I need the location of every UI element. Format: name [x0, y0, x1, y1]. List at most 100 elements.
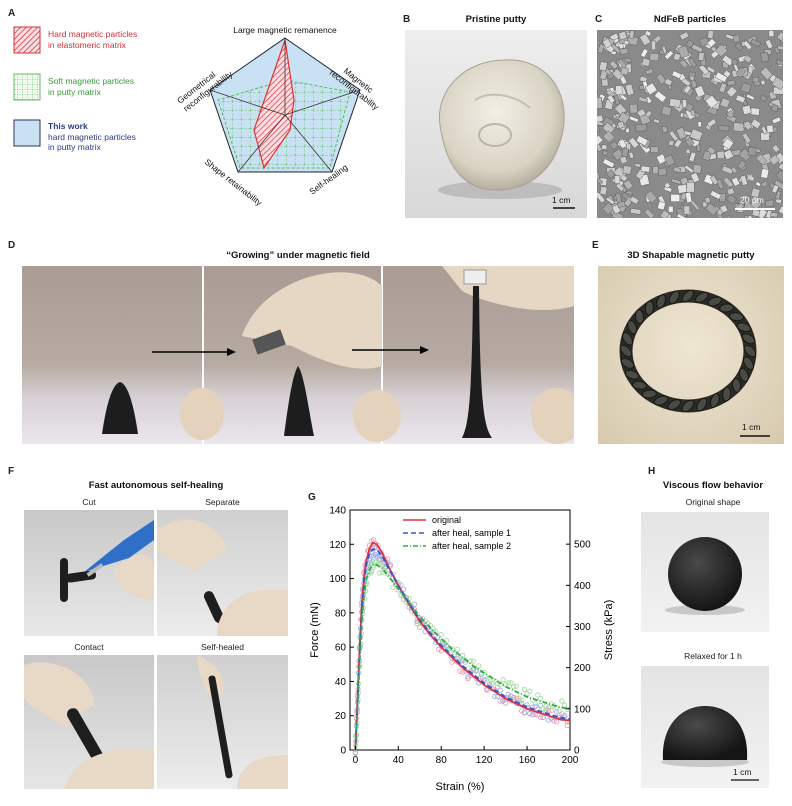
panel-title-e: 3D Shapable magnetic putty	[627, 250, 755, 261]
marker-s0-24-1	[537, 714, 544, 721]
marker-s2-20-0	[492, 678, 498, 684]
scale-e: 1 cm	[742, 422, 761, 432]
y2-tick-label-1: 100	[574, 704, 591, 715]
marker-s2-18-1	[473, 667, 479, 673]
putty-spike-3	[462, 286, 492, 438]
y2-tick-label-0: 0	[574, 746, 580, 757]
series-lines	[354, 541, 571, 751]
marker-s1-21-3	[511, 694, 517, 701]
marker-s1-20-0	[492, 693, 498, 700]
panel-title-f: Fast autonomous self-healing	[88, 480, 224, 491]
marker-s2-24-0	[535, 692, 541, 698]
x-tick-label-3: 120	[476, 755, 493, 766]
radar-chart: Large magnetic remanence Magnetic reconf…	[175, 25, 381, 208]
photo-separate	[157, 510, 288, 636]
panel-label-c: C	[595, 14, 603, 25]
marker-s2-19-1	[484, 676, 490, 682]
marker-s0-20-2	[497, 698, 503, 704]
marker-s1-22-3	[521, 709, 528, 715]
y-axis-label: Force (mN)	[309, 602, 321, 658]
putty-cone-1	[102, 382, 138, 434]
marker-s0-14-3	[435, 646, 442, 653]
legend-swatches	[13, 26, 41, 147]
legend-label-heal-1: after heal, sample 1	[432, 528, 511, 538]
photo-cut	[24, 510, 154, 636]
marker-s2-18-0	[470, 658, 477, 664]
radar-axis-top: Large magnetic remanence	[233, 25, 337, 35]
marker-s1-23-0	[524, 702, 530, 708]
y2-axis-label: Stress (kPa)	[603, 600, 615, 661]
photo-growing-sequence	[22, 266, 574, 444]
marker-s2-7-0	[369, 562, 376, 569]
legend-item-soft: Soft magnetic particles in putty matrix	[48, 76, 134, 97]
series-line-1	[354, 548, 571, 751]
marker-s2-16-3	[457, 656, 463, 662]
photo-self-healed	[157, 655, 288, 789]
marker-s2-16-0	[449, 646, 455, 652]
marker-s1-21-0	[502, 700, 509, 706]
y2-tick-label-2: 200	[574, 663, 591, 674]
marker-s1-25-3	[553, 709, 560, 715]
legend-swatch-grid-green	[13, 73, 41, 101]
scatter-markers	[352, 537, 570, 757]
marker-s0-17-2	[465, 675, 471, 682]
marker-s1-17-2	[465, 674, 471, 680]
legend-item-hard: Hard magnetic particles in elastomeric ma…	[48, 29, 138, 50]
glove-hand-3	[442, 266, 574, 311]
marker-s2-26-1	[559, 698, 565, 704]
y-tick-label-5: 100	[329, 574, 346, 585]
marker-s2-15-1	[441, 639, 447, 645]
marker-s2-6-3	[369, 568, 375, 575]
panel-title-b: Pristine putty	[465, 14, 527, 25]
photo-pristine-putty: 1 cm	[405, 30, 587, 218]
legend-swatch-blue	[13, 119, 41, 147]
panel-label-d: D	[8, 240, 16, 251]
marker-s2-21-1	[505, 680, 511, 686]
marker-s0-15-0	[438, 648, 444, 654]
marker-s0-16-3	[457, 668, 463, 674]
marker-s2-15-0	[438, 631, 444, 638]
marker-s1-12-2	[411, 601, 418, 607]
y2-tick-label-5: 500	[574, 540, 591, 551]
frame-label-self-healed: Self-healed	[200, 642, 244, 652]
marker-s1-24-1	[537, 702, 544, 709]
marker-s0-25-3	[553, 719, 560, 725]
series-line-0	[354, 541, 571, 751]
y-tick-label-6: 120	[329, 540, 346, 551]
x-tick-label-1: 40	[393, 755, 405, 766]
photo-contact	[24, 655, 154, 789]
x-axis-label: Strain (%)	[436, 781, 485, 793]
marker-s1-20-2	[497, 687, 503, 693]
marker-s2-5-1	[364, 581, 370, 587]
x-tick-label-5: 200	[562, 755, 579, 766]
glove-hand-2	[242, 272, 382, 369]
x-tick-label-4: 160	[519, 755, 536, 766]
marker-s2-22-3	[521, 686, 528, 693]
plot-frame	[349, 509, 571, 751]
marker-s0-26-3	[564, 722, 570, 728]
marker-s2-19-3	[489, 680, 495, 687]
marker-s0-12-3	[414, 620, 420, 627]
putty-cone-2	[284, 366, 314, 436]
marker-s2-24-3	[543, 703, 549, 709]
marker-s2-8-2	[376, 570, 383, 576]
marker-s2-23-1	[527, 688, 533, 695]
panel-label-a: A	[8, 8, 16, 19]
marker-s0-17-0	[460, 669, 466, 675]
marker-s2-25-0	[545, 704, 552, 711]
marker-s2-9-1	[380, 562, 387, 568]
putty-ball-original	[668, 537, 742, 611]
frame-label-original-shape: Original shape	[685, 497, 741, 507]
panel-label-g: G	[308, 492, 316, 503]
marker-s1-24-2	[540, 714, 546, 720]
marker-s2-17-1	[462, 657, 469, 663]
marker-s2-23-3	[532, 700, 538, 706]
x-tick-label-2: 80	[436, 755, 448, 766]
frame-label-cut: Cut	[82, 497, 96, 507]
marker-s1-23-3	[532, 703, 538, 709]
y2-tick-label-4: 400	[574, 581, 591, 592]
marker-s2-24-1	[537, 695, 544, 702]
marker-s2-14-1	[430, 625, 436, 632]
stress-strain-chart: 0 40 80 120 160 20002040608010012014001002003…	[309, 506, 615, 794]
marker-s2-26-0	[556, 708, 562, 714]
